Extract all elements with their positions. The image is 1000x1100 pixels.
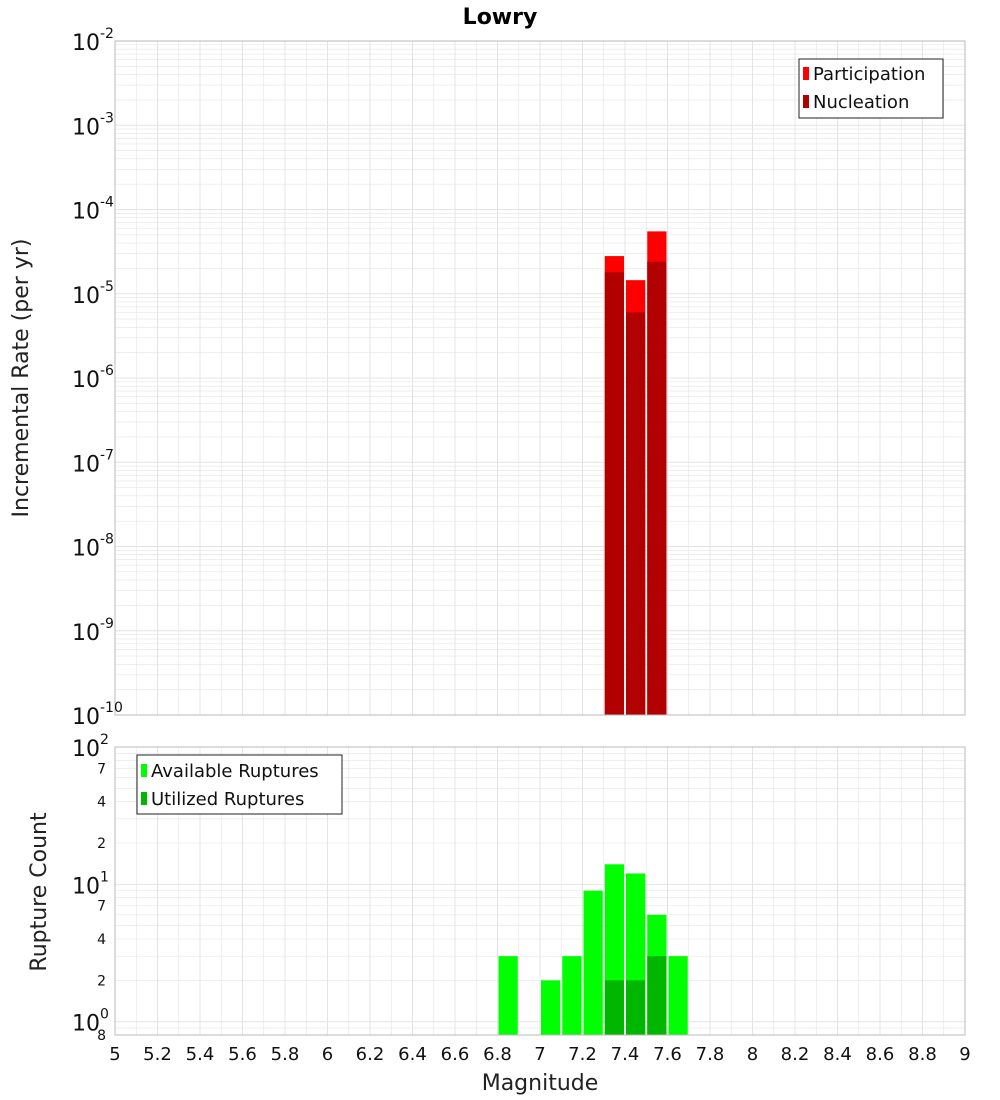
top-y-tick-label: 10-3 [72,110,114,140]
x-tick-label: 5 [109,1044,120,1065]
top-legend: Participation Nucleation [798,58,944,119]
bar-available [583,890,603,1035]
x-tick-label: 5.8 [271,1044,300,1065]
top-y-axis-ticks: 10-2 10-3 10-4 10-5 10-6 10-7 10-8 10-9 10-10 [72,26,123,730]
x-tick-label: 7.4 [611,1044,640,1065]
x-tick-label: 6.2 [356,1044,385,1065]
top-y-tick-label: 10-5 [72,279,114,309]
top-bars [604,231,667,715]
bottom-y-minor-tick-label: 7 [97,899,106,915]
bottom-y-axis-label: Rupture Count [27,812,52,972]
x-tick-label: 7.8 [696,1044,725,1065]
legend-label-available: Available Ruptures [151,761,319,782]
x-tick-label: 7.6 [653,1044,682,1065]
bottom-y-minor-tick-label: 2 [97,836,106,852]
x-axis-ticks: 5 5.2 5.4 5.6 5.8 6 6.2 6.4 6.6 6.8 7 7.2 7.4 7.6 7.8 8… [109,1044,970,1065]
bar-utilized [647,956,667,1035]
legend-swatch-participation [803,67,809,80]
x-axis-label: Magnitude [482,1071,599,1096]
x-tick-label: 6.4 [398,1044,427,1065]
bar-nucleation [626,312,646,715]
legend-label-nucleation: Nucleation [813,92,909,113]
bottom-plot-border [114,746,966,1036]
chart-title: Lowry [463,5,538,30]
x-tick-label: 6.6 [441,1044,470,1065]
legend-swatch-utilized [141,792,147,805]
bar-nucleation [647,261,667,715]
bar-available [668,956,688,1035]
top-grid [114,41,966,716]
top-y-tick-label: 10-4 [72,195,114,225]
legend-swatch-available [141,764,147,777]
bar-available [541,980,561,1035]
bar-utilized [604,980,624,1035]
bottom-y-tick-label: 102 [72,732,109,762]
bottom-y-minor-tick-label: 2 [97,973,106,989]
x-tick-label: 5.2 [143,1044,172,1065]
legend-label-utilized: Utilized Ruptures [151,789,304,810]
top-y-axis-label: Incremental Rate (per yr) [9,239,34,518]
x-tick-label: 5.4 [186,1044,215,1065]
bottom-y-tick-label: 100 [72,1007,109,1037]
bottom-y-minor-tick-label: 4 [97,795,106,811]
top-y-tick-label: 10-7 [72,447,114,477]
top-y-tick-label: 10-6 [72,363,114,393]
x-tick-label: 7 [534,1044,545,1065]
bottom-bars [498,864,688,1035]
x-tick-label: 9 [959,1044,970,1065]
x-tick-label: 8.2 [781,1044,810,1065]
bottom-plot: 102 101 100 7 4 2 7 4 2 8 5 5.2 5.4 5.6 5.8 6 6.2 6.4 6.6… [27,732,971,1096]
top-y-tick-label: 10-2 [72,26,114,56]
x-tick-label: 6 [322,1044,333,1065]
x-tick-label: 8.6 [866,1044,895,1065]
bottom-y-minor-tick-label: 7 [97,761,106,777]
top-plot-border [114,40,966,716]
bottom-y-tick-label: 101 [72,869,109,899]
top-y-tick-label: 10-9 [72,616,114,646]
bottom-y-axis-ticks: 102 101 100 7 4 2 7 4 2 8 [72,732,109,1044]
legend-label-participation: Participation [813,64,925,85]
x-tick-label: 8.4 [823,1044,852,1065]
bar-available [562,956,582,1035]
bar-available [498,956,518,1035]
bottom-legend: Available Ruptures Utilized Ruptures [136,754,343,815]
top-y-tick-label: 10-8 [72,532,114,562]
top-y-tick-label: 10-10 [72,700,123,730]
x-tick-label: 8.8 [908,1044,937,1065]
x-tick-label: 5.6 [228,1044,257,1065]
bar-nucleation [604,272,624,715]
x-tick-label: 7.2 [568,1044,597,1065]
bottom-y-minor-tick-label: 8 [97,1028,106,1044]
x-tick-label: 6.8 [483,1044,512,1065]
bottom-legend-box [136,754,343,815]
x-tick-label: 8 [747,1044,758,1065]
bar-utilized [626,980,646,1035]
bottom-y-minor-tick-label: 4 [97,932,106,948]
top-plot: 10-2 10-3 10-4 10-5 10-6 10-7 10-8 10-9 10-10 In… [9,26,966,730]
top-legend-box [798,58,944,119]
legend-swatch-nucleation [803,95,809,108]
